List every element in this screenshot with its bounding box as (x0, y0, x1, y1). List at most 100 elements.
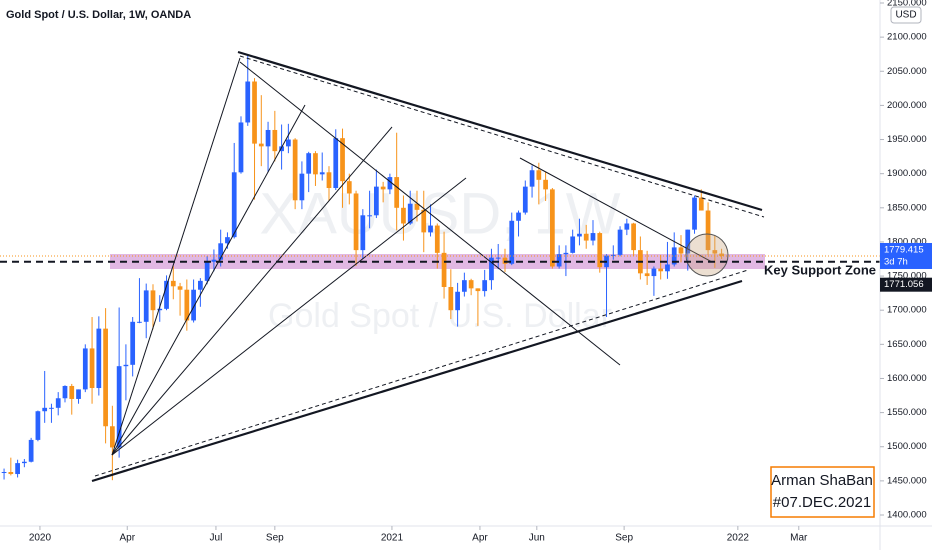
candle-body (387, 177, 393, 190)
candles (1, 54, 724, 481)
chart-title: Gold Spot / U.S. Dollar, 1W, OANDA (6, 9, 191, 21)
y-tick-label: 1800.000 (887, 236, 927, 247)
y-tick-label: 1550.000 (887, 407, 927, 418)
candle-body (340, 138, 345, 182)
price-axis (880, 0, 932, 550)
x-tick-label: 2021 (381, 533, 404, 544)
candle-body (455, 291, 460, 311)
candle-body (1, 471, 7, 473)
candle-body (130, 321, 136, 365)
countdown: 3d 7h (884, 257, 908, 268)
candle-body (644, 273, 650, 277)
candle-body (577, 233, 582, 237)
candle-body (522, 186, 528, 213)
candle-body (441, 252, 447, 287)
highlight-circle (685, 233, 729, 277)
candle-body (15, 463, 20, 475)
x-tick-label: Mar (790, 533, 808, 544)
candle-body (705, 210, 711, 251)
candle-body (448, 286, 454, 311)
candle-body (319, 172, 325, 175)
candle-body (631, 223, 636, 251)
candle-body (495, 257, 501, 259)
x-tick-label: Apr (472, 533, 488, 544)
candle-body (346, 181, 352, 194)
candle-body (516, 212, 521, 221)
candle-body (367, 215, 372, 217)
candle-body (306, 153, 312, 174)
drawings (91, 50, 765, 483)
candle-body (191, 289, 196, 321)
candle-body (35, 411, 41, 440)
candle-body (434, 225, 440, 253)
candle-body (265, 129, 271, 147)
candle-body (468, 280, 474, 289)
author: Arman ShaBan (771, 472, 873, 489)
x-tick-label: Sep (266, 533, 284, 544)
candle-body (543, 179, 548, 190)
y-tick-label: 2100.000 (887, 32, 927, 43)
candle-body (225, 237, 230, 244)
candle-body (414, 203, 420, 210)
candle-body (204, 261, 210, 281)
candle-body (258, 143, 264, 147)
candle-body (279, 146, 284, 152)
candle-body (678, 247, 684, 254)
trendline (94, 269, 749, 477)
currency-box (890, 6, 922, 24)
y-tick-label: 2150.000 (887, 0, 927, 9)
fan-line (111, 126, 393, 456)
candle-body (292, 139, 298, 201)
y-tick-label: 2000.000 (887, 100, 927, 111)
x-tick-label: Sep (615, 533, 633, 544)
candle-body (563, 252, 569, 255)
candle-body (137, 321, 142, 323)
trendline (239, 61, 621, 366)
candle-body (712, 250, 718, 254)
currency: USD (895, 10, 916, 21)
candle-body (211, 259, 217, 262)
y-tick-label: 1700.000 (887, 305, 927, 316)
candle-body (462, 280, 467, 292)
candle-body (583, 233, 589, 241)
candle-body (590, 233, 596, 241)
last-price-tag (880, 242, 932, 269)
candle-body (55, 398, 61, 408)
date-note: #07.DEC.2021 (773, 494, 871, 511)
candle-body (22, 461, 27, 464)
watermark: XAUUSD, 1W (260, 181, 621, 246)
axes: 1400.000 1450.000 1500.000 1550.000 1600.000… (29, 0, 932, 544)
x-tick-label: 2020 (29, 533, 52, 544)
candle-body (69, 385, 75, 399)
y-tick-label: 1400.000 (887, 510, 927, 521)
y-tick-label: 1650.000 (887, 339, 927, 350)
author-box (770, 466, 875, 518)
candle-body (8, 471, 14, 475)
y-tick-label: 1900.000 (887, 168, 927, 179)
candle-body (671, 247, 677, 265)
support-tag (880, 277, 932, 292)
candle-body (610, 254, 616, 256)
candle-body (326, 172, 332, 189)
candle-body (177, 286, 183, 290)
x-tick-label: Jul (210, 533, 223, 544)
candle-body (421, 209, 427, 233)
fan-line (111, 177, 467, 456)
candle-body (550, 189, 555, 267)
fan-line (111, 104, 306, 456)
support-price: 1771.056 (884, 279, 924, 290)
y-tick-label: 1850.000 (887, 202, 927, 213)
candle-body (353, 193, 359, 251)
candle-body (89, 348, 95, 389)
candle-body (299, 173, 305, 201)
candle-body (49, 407, 54, 409)
candle-body (698, 197, 704, 211)
candle-body (123, 364, 129, 367)
annotation: Key Support Zone (764, 262, 876, 277)
candle-body (62, 385, 68, 399)
trendline (519, 157, 713, 263)
fan-line (111, 57, 241, 456)
candle-body (164, 280, 169, 309)
candle-body (42, 407, 48, 412)
